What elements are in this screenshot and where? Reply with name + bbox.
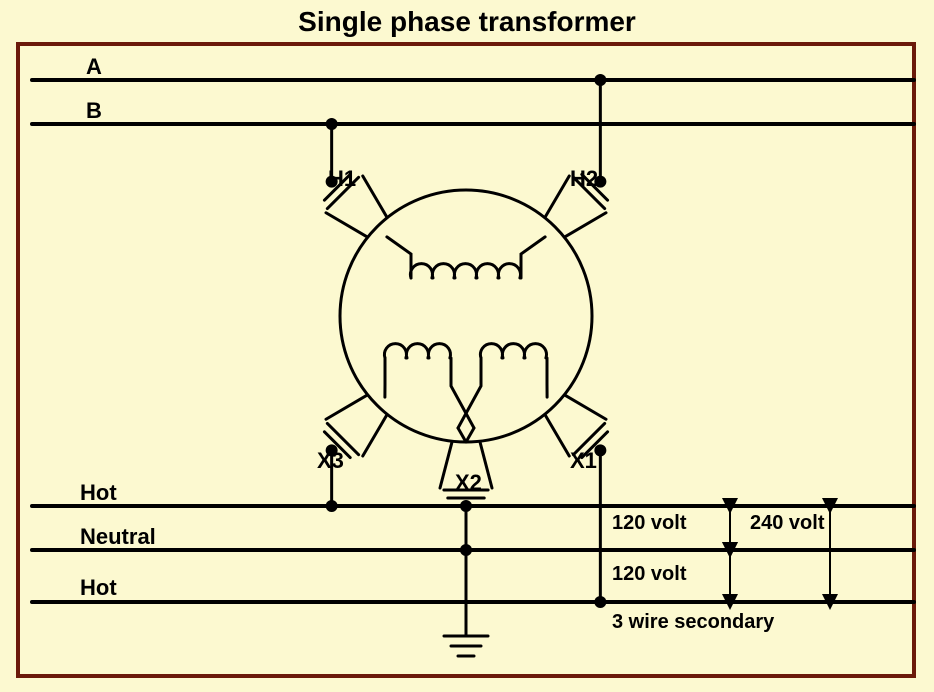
- diagram-svg: AB H1 H2 X3 X2 X1 Hot Neutral Hot 120 volt 240 vol…: [0, 0, 934, 692]
- label: 120 volt: [612, 563, 687, 585]
- label: H1: [328, 166, 356, 191]
- label: Neutral: [80, 524, 156, 549]
- label: Hot: [80, 575, 117, 600]
- label: 120 volt: [612, 512, 687, 534]
- label: Hot: [80, 480, 117, 505]
- label: X2: [455, 470, 482, 495]
- label: H2: [570, 166, 598, 191]
- label: 240 volt: [750, 512, 825, 534]
- label: X3: [317, 448, 344, 473]
- label: 3 wire secondary: [612, 611, 775, 633]
- label: A: [86, 54, 102, 79]
- label: X1: [570, 448, 597, 473]
- label: B: [86, 98, 102, 123]
